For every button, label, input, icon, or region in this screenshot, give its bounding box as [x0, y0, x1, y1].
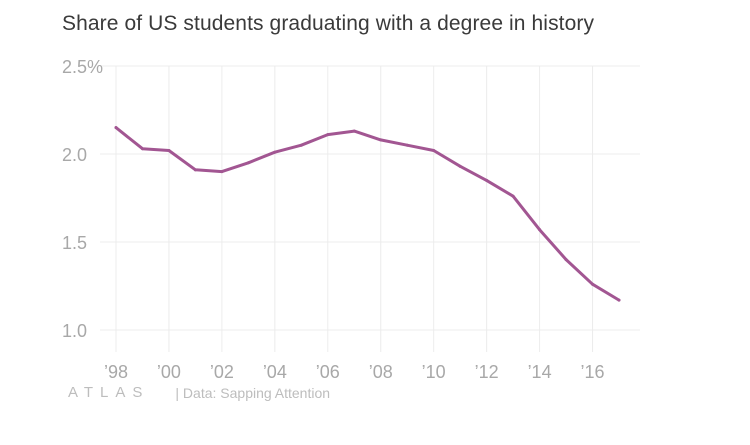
- data-point: [352, 129, 356, 133]
- data-point: [273, 150, 277, 154]
- y-axis-labels: 1.0 1.5 2.0 2.5%: [62, 57, 103, 341]
- data-point: [140, 147, 144, 151]
- data-source: | Data: Sapping Attention: [175, 384, 331, 401]
- data-point: [326, 133, 330, 137]
- x-tick-label: ’04: [263, 362, 287, 382]
- x-tick-label: ’16: [581, 362, 605, 382]
- y-tick-label: 2.5%: [62, 57, 103, 77]
- history-share-line: [114, 126, 621, 302]
- data-point: [246, 161, 250, 165]
- x-tick-label: ’14: [528, 362, 552, 382]
- y-tick-label: 1.5: [62, 233, 87, 253]
- data-point: [564, 258, 568, 262]
- data-point: [591, 282, 595, 286]
- data-point: [114, 126, 118, 130]
- x-tick-label: ’08: [369, 362, 393, 382]
- gridlines: [100, 65, 640, 352]
- x-tick-label: ’10: [422, 362, 446, 382]
- data-point: [538, 228, 542, 232]
- x-tick-label: ’98: [104, 362, 128, 382]
- chart-footer: ATLAS | Data: Sapping Attention: [68, 384, 330, 401]
- data-point: [405, 143, 409, 147]
- data-point: [167, 148, 171, 152]
- y-tick-label: 1.0: [62, 321, 87, 341]
- data-point: [511, 194, 515, 198]
- data-point: [299, 143, 303, 147]
- data-point: [458, 164, 462, 168]
- y-tick-label: 2.0: [62, 145, 87, 165]
- data-point: [379, 138, 383, 142]
- x-tick-label: ’12: [475, 362, 499, 382]
- x-tick-label: ’00: [157, 362, 181, 382]
- data-point: [617, 298, 621, 302]
- atlas-logo: ATLAS: [68, 384, 150, 401]
- x-tick-label: ’06: [316, 362, 340, 382]
- x-axis-labels: ’98 ’00 ’02 ’04 ’06 ’08 ’10 ’12 ’14 ’16: [104, 362, 605, 382]
- x-tick-label: ’02: [210, 362, 234, 382]
- series-lines: [114, 126, 621, 302]
- data-point: [432, 148, 436, 152]
- data-point: [485, 178, 489, 182]
- chart-title: Share of US students graduating with a d…: [62, 12, 595, 35]
- data-point: [220, 170, 224, 174]
- data-point: [193, 168, 197, 172]
